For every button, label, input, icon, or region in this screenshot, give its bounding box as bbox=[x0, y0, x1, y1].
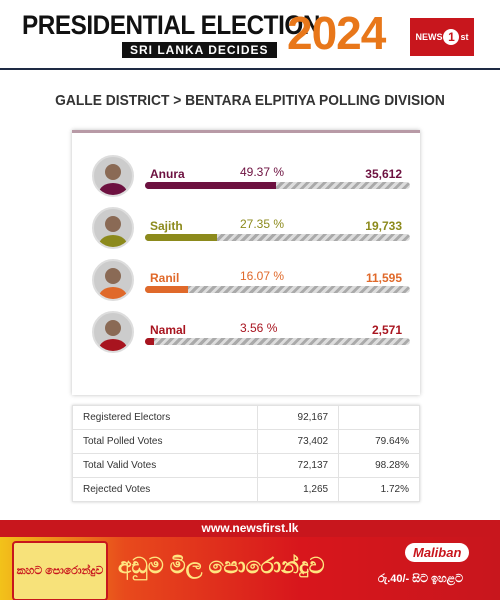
candidate-percent: 3.56 % bbox=[240, 321, 278, 335]
avatar-icon bbox=[99, 320, 127, 351]
logo-one: 1 bbox=[443, 29, 460, 45]
stats-row: Rejected Votes 1,265 1.72% bbox=[71, 477, 420, 502]
avatar bbox=[92, 207, 134, 249]
ad-pack: කහට පොරොන්දුව bbox=[12, 541, 108, 600]
ad-headline: අඩුම මිල පොරොන්දුව bbox=[118, 553, 325, 578]
candidate-votes: 19,733 bbox=[365, 219, 402, 233]
candidate-votes: 35,612 bbox=[365, 167, 402, 181]
candidate-percent: 27.35 % bbox=[240, 217, 285, 231]
bar-track bbox=[145, 182, 410, 189]
bar-track bbox=[145, 234, 410, 241]
stats-cell: 92,167 bbox=[257, 405, 340, 430]
year: 2024 bbox=[287, 7, 386, 59]
candidate-name: Namal bbox=[150, 323, 187, 337]
bar bbox=[145, 182, 276, 189]
bar bbox=[145, 286, 188, 293]
stats-row: Registered Electors 92,167 bbox=[71, 405, 420, 430]
avatar-icon bbox=[99, 164, 127, 195]
stats-cell: 72,137 bbox=[257, 453, 340, 478]
url-band[interactable]: www.newsfirst.lk bbox=[0, 520, 500, 537]
avatar bbox=[92, 155, 134, 197]
stats-cell: 79.64% bbox=[338, 429, 420, 454]
stats-cell: Registered Electors bbox=[71, 405, 259, 430]
subtitle: SRI LANKA DECIDES bbox=[122, 42, 277, 58]
ad-brand: Maliban bbox=[405, 543, 470, 562]
ad-price: රු.40/- සිට ඉහළට bbox=[378, 573, 463, 585]
candidate-votes: 2,571 bbox=[371, 323, 402, 337]
stats-cell: Total Valid Votes bbox=[71, 453, 259, 478]
avatar-icon bbox=[99, 268, 127, 299]
stats-cell: 1.72% bbox=[338, 477, 420, 502]
stats-cell bbox=[338, 405, 420, 430]
stats-row: Total Valid Votes 72,137 98.28% bbox=[71, 453, 420, 478]
bar-track bbox=[145, 338, 410, 345]
stats-cell: Rejected Votes bbox=[71, 477, 259, 502]
title: PRESIDENTIAL ELECTION bbox=[22, 10, 320, 40]
logo-text: NEWS bbox=[415, 32, 443, 42]
stats-cell: Total Polled Votes bbox=[71, 429, 259, 454]
ad-banner[interactable]: කහට පොරොන්දුව අඩුම මිල පොරොන්දුව Maliban… bbox=[0, 537, 500, 600]
results-card: Anura 49.37 % 35,612 Sajith 27.35 % 19,733 Ran… bbox=[72, 130, 420, 395]
bar-track bbox=[145, 286, 410, 293]
candidate-name: Sajith bbox=[150, 219, 183, 233]
candidate-percent: 49.37 % bbox=[240, 165, 285, 179]
candidate-name: Anura bbox=[150, 167, 185, 181]
stats-cell: 73,402 bbox=[257, 429, 340, 454]
stats-cell: 1,265 bbox=[257, 477, 340, 502]
bar bbox=[145, 338, 155, 345]
location: GALLE DISTRICT > BENTARA ELPITIYA POLLIN… bbox=[55, 92, 445, 109]
logo-st: st bbox=[460, 32, 469, 42]
stats-row: Total Polled Votes 73,402 79.64% bbox=[71, 429, 420, 454]
candidate-percent: 16.07 % bbox=[240, 269, 285, 283]
candidate-votes: 11,595 bbox=[365, 271, 402, 285]
header-rule bbox=[0, 68, 500, 70]
avatar-icon bbox=[99, 216, 127, 247]
candidate-name: Ranil bbox=[150, 271, 180, 285]
avatar bbox=[92, 311, 134, 353]
stats-table: Registered Electors 92,167 Total Polled Vo… bbox=[71, 405, 420, 502]
bar bbox=[145, 234, 218, 241]
stats-cell: 98.28% bbox=[338, 453, 420, 478]
avatar bbox=[92, 259, 134, 301]
